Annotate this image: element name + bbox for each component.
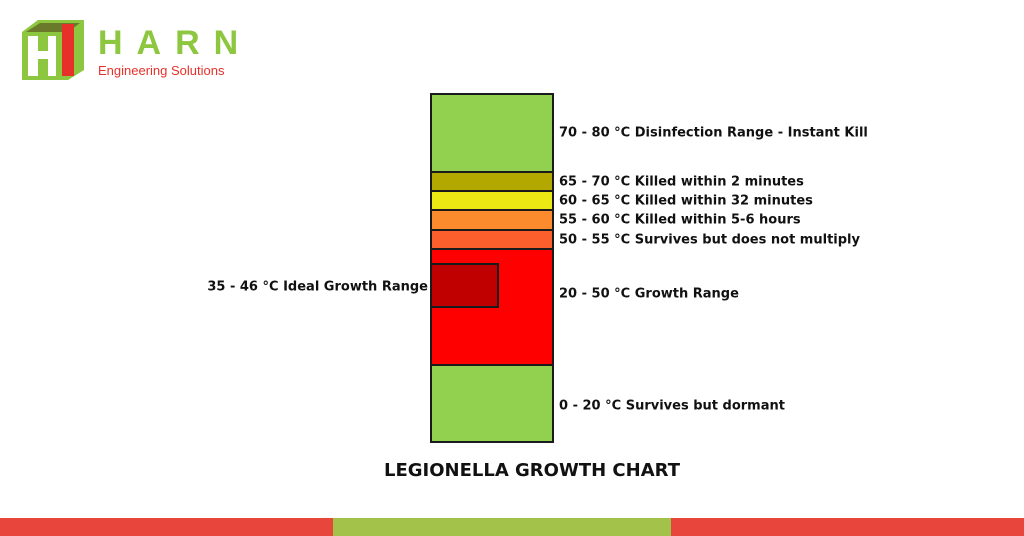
logo-icon [22,20,84,80]
chart-title: LEGIONELLA GROWTH CHART [384,460,680,481]
band-label: 0 - 20 °C Survives but dormant [559,398,785,414]
band-0-20 [430,364,554,443]
footer-stripe-green [333,518,671,536]
band-50-55 [430,229,554,250]
band-label: 50 - 55 °C Survives but does not multipl… [559,232,860,247]
band-55-60 [430,209,554,231]
logo-name: HARN [98,24,253,62]
band-label: 55 - 60 °C Killed within 5-6 hours [559,212,801,228]
ideal-range-label: 35 - 46 °C Ideal Growth Range [207,279,428,295]
logo [18,18,88,82]
band-label: 60 - 65 °C Killed within 32 minutes [559,193,813,208]
band-label: 70 - 80 °C Disinfection Range - Instant … [559,125,868,141]
footer-stripe-red-right [671,518,1024,536]
logo-tagline: Engineering Solutions [98,63,225,78]
band-65-70 [430,171,554,192]
footer-stripe-red-left [0,518,333,536]
band-60-65 [430,190,554,211]
band-70-80 [430,93,554,173]
band-label: 20 - 50 °C Growth Range [559,286,739,302]
band-label: 65 - 70 °C Killed within 2 minutes [559,174,804,189]
ideal-growth-band [430,263,499,308]
unit: °C [262,279,279,295]
